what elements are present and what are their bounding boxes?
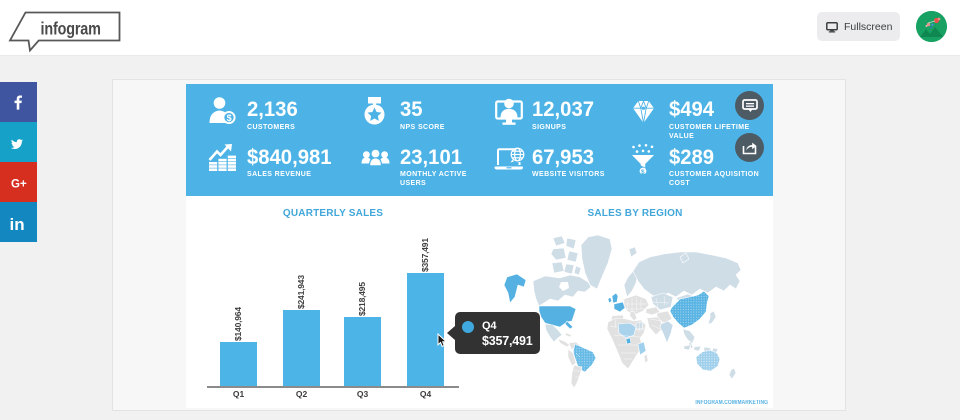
svg-text:$: $ <box>227 113 232 123</box>
svg-text:in: in <box>10 215 25 234</box>
svg-text:$: $ <box>641 169 645 174</box>
svg-text:infogram: infogram <box>41 19 101 39</box>
svg-text:G+: G+ <box>11 179 27 191</box>
